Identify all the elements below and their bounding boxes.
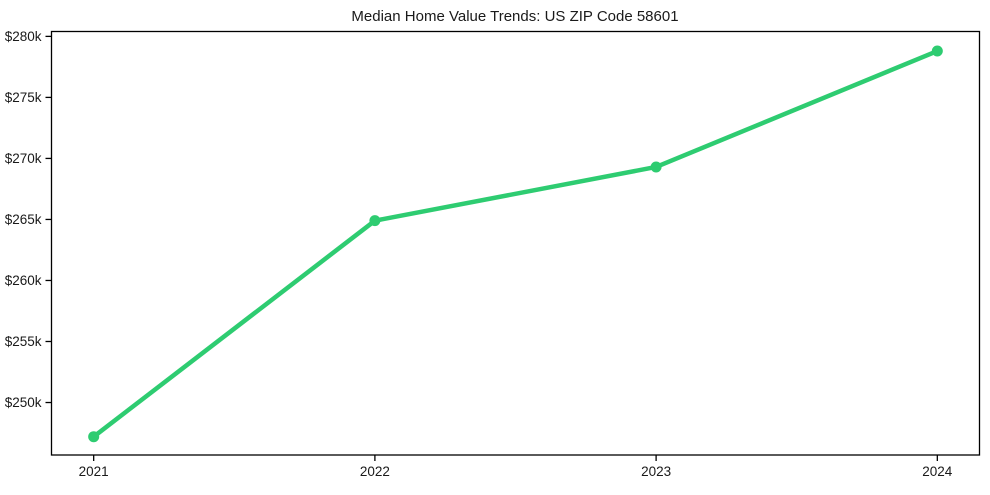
- x-tick-label: 2024: [922, 464, 953, 479]
- x-tick-label: 2021: [79, 464, 109, 479]
- axes-frame: [50, 30, 981, 456]
- data-line: [91, 48, 940, 439]
- data-point: [88, 431, 100, 443]
- x-tick-label: 2022: [360, 464, 390, 479]
- y-tick-label: $260k: [5, 273, 42, 288]
- data-point: [369, 215, 381, 227]
- y-tick-label: $250k: [5, 395, 42, 410]
- x-tick-label: 2023: [641, 464, 671, 479]
- y-tick-label: $280k: [5, 29, 42, 44]
- y-tick-label: $270k: [5, 151, 42, 166]
- chart-title: Median Home Value Trends: US ZIP Code 58…: [351, 8, 678, 25]
- y-tick-label: $275k: [5, 90, 42, 105]
- data-point: [650, 161, 662, 173]
- y-tick-label: $255k: [5, 334, 42, 349]
- plot-area: $250k $255k $260k $265k $270k $275k $280k 2021 2…: [5, 29, 981, 479]
- y-tick-label: $265k: [5, 212, 42, 227]
- data-point: [931, 45, 943, 57]
